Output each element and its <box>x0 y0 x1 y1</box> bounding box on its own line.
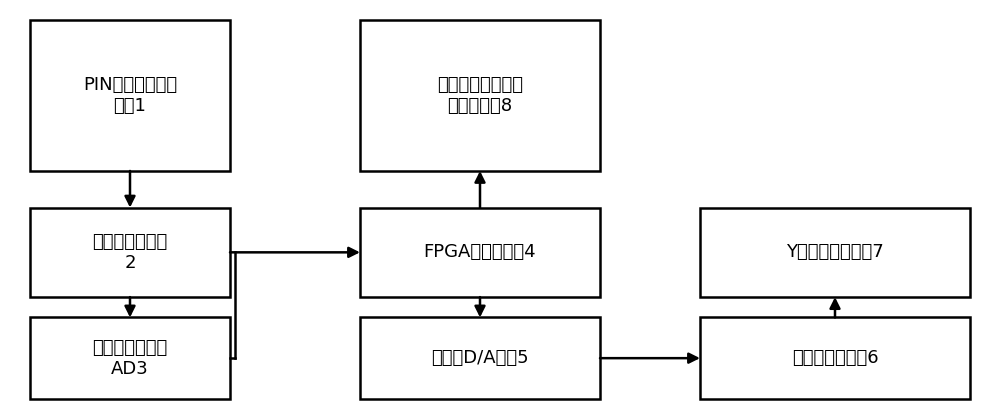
Bar <box>360 208 600 297</box>
Bar <box>30 317 230 399</box>
Text: 差分信号放大器
2: 差分信号放大器 2 <box>92 233 168 272</box>
Text: 差分信号采样型
AD3: 差分信号采样型 AD3 <box>92 339 168 378</box>
Text: 陀螺敏感角速度全
差分输出器8: 陀螺敏感角速度全 差分输出器8 <box>437 76 523 115</box>
Bar <box>700 317 970 399</box>
Bar <box>360 317 600 399</box>
Text: PIN管光电信号转
换器1: PIN管光电信号转 换器1 <box>83 76 177 115</box>
Text: FPGA信号处理器4: FPGA信号处理器4 <box>424 243 536 261</box>
Bar <box>30 208 230 297</box>
Bar <box>700 208 970 297</box>
Text: 差分型D/A输出5: 差分型D/A输出5 <box>431 349 529 367</box>
Text: 差分信号放大器6: 差分信号放大器6 <box>792 349 878 367</box>
Bar <box>30 20 230 171</box>
Bar <box>360 20 600 171</box>
Text: Y波导光路调制器7: Y波导光路调制器7 <box>786 243 884 261</box>
